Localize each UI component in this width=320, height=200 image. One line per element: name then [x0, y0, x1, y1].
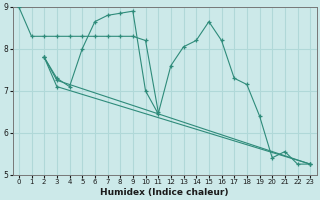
- X-axis label: Humidex (Indice chaleur): Humidex (Indice chaleur): [100, 188, 229, 197]
